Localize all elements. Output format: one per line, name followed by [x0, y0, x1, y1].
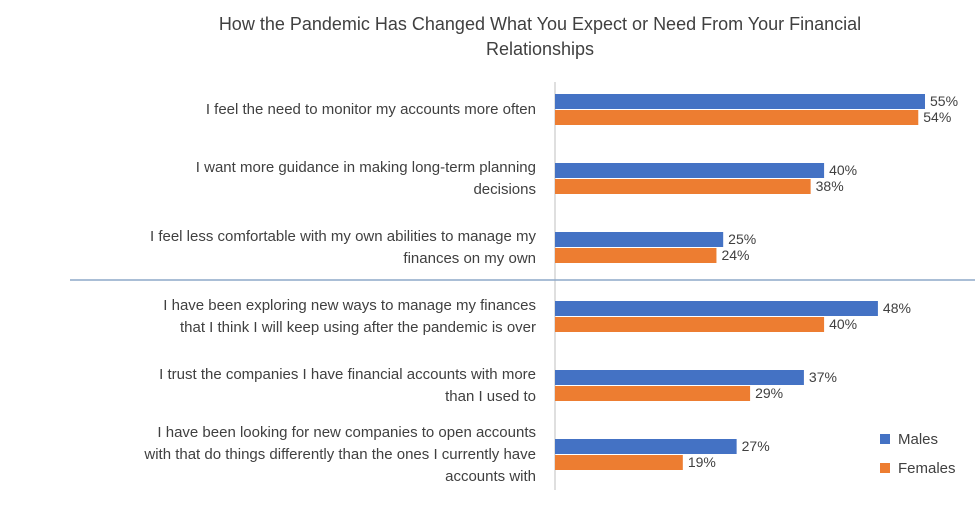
data-label-males: 27%: [742, 438, 770, 454]
legend-swatch-females: [880, 463, 890, 473]
category-label: I feel less comfortable with my own abil…: [150, 228, 536, 245]
bar-females: [555, 455, 683, 470]
data-label-males: 48%: [883, 300, 911, 316]
bar-males: [555, 94, 925, 109]
legend-swatch-males: [880, 434, 890, 444]
bar-females: [555, 110, 919, 125]
data-label-females: 54%: [923, 109, 951, 125]
category-label: I trust the companies I have financial a…: [159, 366, 536, 383]
data-label-females: 38%: [816, 178, 844, 194]
bar-males: [555, 163, 825, 178]
category-label: with that do things differently than the…: [143, 446, 536, 463]
bar-females: [555, 179, 811, 194]
category-label: I want more guidance in making long-term…: [196, 159, 536, 176]
bar-females: [555, 386, 751, 401]
category-label: that I think I will keep using after the…: [180, 319, 536, 336]
bar-males: [555, 232, 724, 247]
bar-females: [555, 248, 717, 263]
data-label-females: 24%: [721, 247, 749, 263]
data-label-females: 19%: [688, 454, 716, 470]
legend-label-females: Females: [898, 460, 956, 477]
bar-females: [555, 317, 825, 332]
category-label: accounts with: [445, 468, 536, 485]
data-label-females: 40%: [829, 316, 857, 332]
bar-males: [555, 370, 804, 385]
data-label-males: 37%: [809, 369, 837, 385]
data-label-males: 55%: [930, 93, 958, 109]
data-label-females: 29%: [755, 385, 783, 401]
legend-label-males: Males: [898, 431, 938, 448]
category-label: I have been looking for new companies to…: [157, 424, 536, 441]
category-label: I have been exploring new ways to manage…: [163, 297, 536, 314]
category-label: than I used to: [445, 388, 536, 405]
bar-males: [555, 439, 737, 454]
data-label-males: 25%: [728, 231, 756, 247]
data-label-males: 40%: [829, 162, 857, 178]
category-label: finances on my own: [403, 250, 536, 267]
category-label: I feel the need to monitor my accounts m…: [206, 101, 536, 118]
chart-title-line: How the Pandemic Has Changed What You Ex…: [219, 14, 861, 34]
chart-title-line: Relationships: [486, 39, 594, 59]
bar-males: [555, 301, 878, 316]
category-label: decisions: [473, 181, 536, 198]
